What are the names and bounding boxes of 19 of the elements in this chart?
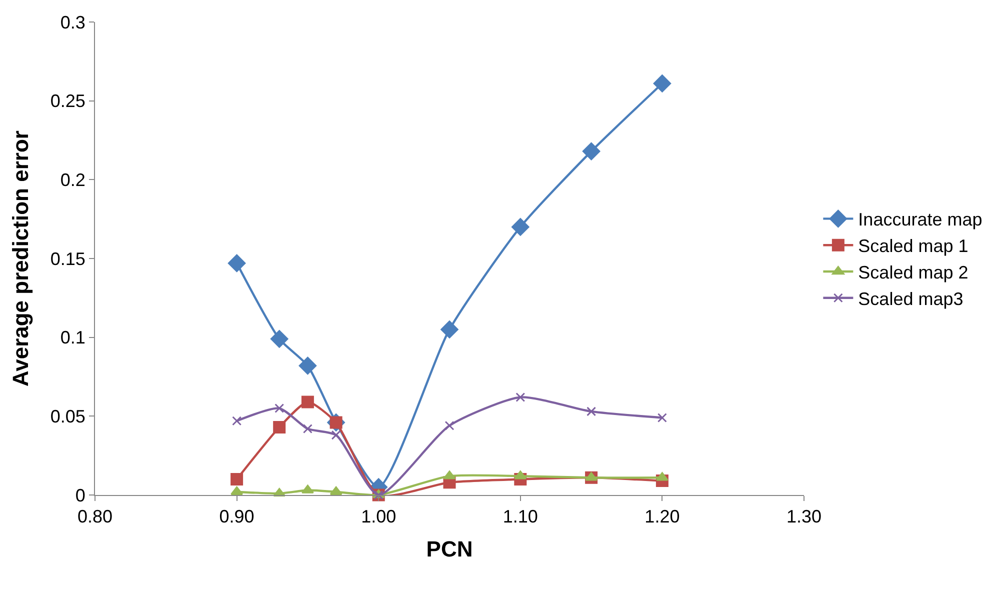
x-tick-label: 1.30 (786, 506, 822, 527)
legend-label: Scaled map 2 (858, 262, 968, 283)
x-tick-label: 0.90 (219, 506, 254, 527)
y-tick-label: 0 (75, 485, 86, 506)
y-tick-label: 0.15 (50, 248, 86, 269)
y-tick-label: 0.1 (60, 328, 86, 348)
y-tick-label: 0.05 (50, 406, 86, 426)
y-tick-label: 0.25 (50, 91, 86, 112)
x-axis-title: PCN (426, 536, 473, 562)
y-tick-label: 0.2 (60, 170, 86, 190)
legend-label: Inaccurate map (858, 210, 982, 230)
y-axis-title: Average prediction error (8, 130, 34, 386)
legend-label: Scaled map3 (858, 288, 964, 309)
x-tick-label: 1.10 (502, 506, 538, 527)
legend-label: Scaled map 1 (858, 236, 968, 256)
x-tick-label: 0.80 (77, 506, 113, 527)
x-tick-label: 1.20 (644, 506, 680, 527)
x-tick-label: 1.00 (361, 506, 396, 527)
y-tick-label: 0.3 (60, 12, 86, 32)
